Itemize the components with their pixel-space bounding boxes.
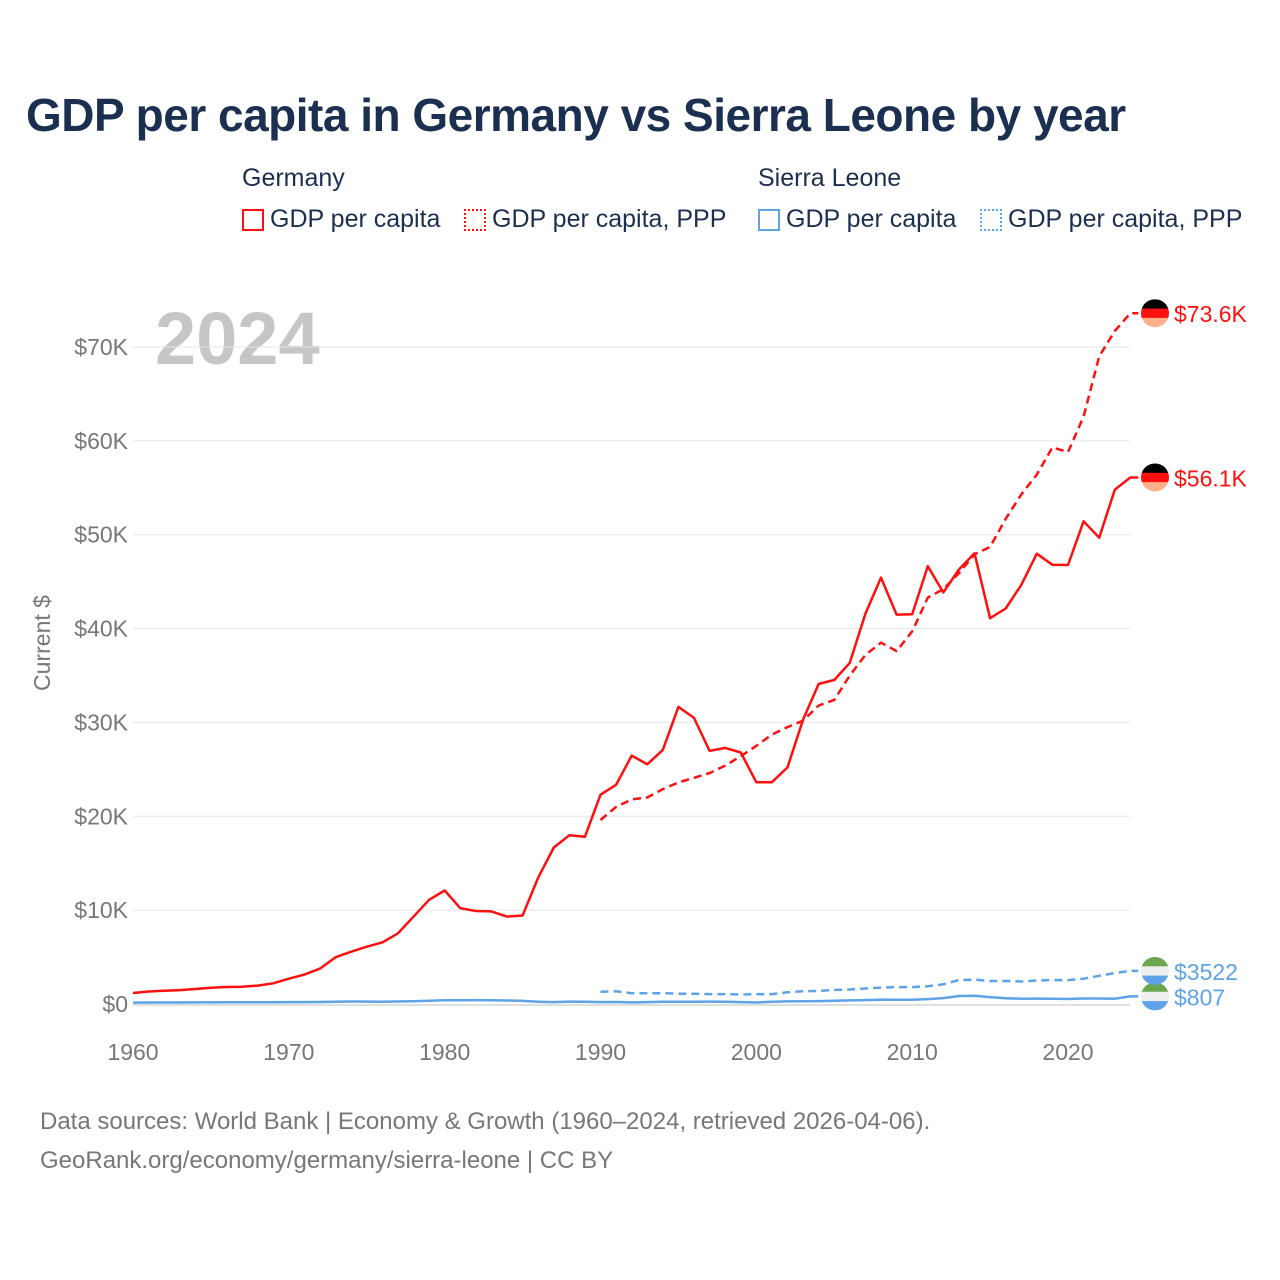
end-value-label: $3522 <box>1174 959 1238 985</box>
x-tick-label: 1980 <box>419 1039 470 1065</box>
end-value-label: $56.1K <box>1174 465 1248 491</box>
legend-group-sierra-leone: Sierra Leone <box>758 164 902 192</box>
legend-sierra-leone-gdp-ppp[interactable]: GDP per capita, PPP <box>980 205 1242 234</box>
legend-label: GDP per capita <box>270 205 441 233</box>
y-tick-label: $50K <box>74 522 128 548</box>
series-line-0 <box>132 476 1139 995</box>
footer-url[interactable]: GeoRank.org/economy/germany/sierra-leone… <box>40 1147 614 1174</box>
x-tick-label: 1960 <box>107 1039 158 1065</box>
series-line-3 <box>600 969 1139 996</box>
germany-flag-icon <box>1141 299 1169 328</box>
series-line-2 <box>132 994 1139 1004</box>
legend-group-germany: Germany <box>242 164 345 192</box>
legend-label: GDP per capita, PPP <box>1008 205 1243 233</box>
series-line-1 <box>599 311 1139 821</box>
y-tick-label: $60K <box>74 428 128 454</box>
legend-swatch-solid-blue <box>758 208 780 231</box>
y-axis-label: Current $ <box>29 595 55 691</box>
x-tick-label: 2010 <box>887 1039 938 1065</box>
sierra-leone-flag-icon <box>1141 956 1169 985</box>
y-tick-label: $20K <box>74 803 128 829</box>
y-tick-label: $40K <box>74 616 128 642</box>
y-tick-label: $30K <box>74 709 128 735</box>
legend-swatch-dotted-red <box>464 208 486 231</box>
x-tick-label: 1970 <box>263 1039 314 1065</box>
legend-swatch-solid-red <box>242 208 264 231</box>
legend-label: GDP per capita <box>786 205 957 233</box>
end-value-label: $73.6K <box>1174 301 1248 327</box>
year-watermark: 2024 <box>155 297 320 380</box>
end-value-label: $807 <box>1174 984 1225 1010</box>
x-tick-label: 2020 <box>1042 1039 1093 1065</box>
y-tick-label: $0 <box>102 991 128 1017</box>
x-tick-label: 1990 <box>575 1039 626 1065</box>
germany-flag-icon <box>1141 463 1169 492</box>
legend-germany-gdp-ppp[interactable]: GDP per capita, PPP <box>464 205 726 234</box>
x-tick-label: 2000 <box>731 1039 782 1065</box>
chart-title: GDP per capita in Germany vs Sierra Leon… <box>26 89 1126 141</box>
legend-label: GDP per capita, PPP <box>492 205 727 233</box>
sierra-leone-flag-icon <box>1141 982 1169 1011</box>
footer-sources: Data sources: World Bank | Economy & Gro… <box>40 1108 931 1135</box>
legend-swatch-dotted-blue <box>980 208 1002 231</box>
y-tick-label: $10K <box>74 897 128 923</box>
legend-sierra-leone-gdp[interactable]: GDP per capita <box>758 205 956 234</box>
legend-germany-gdp[interactable]: GDP per capita <box>242 205 440 234</box>
y-tick-label: $70K <box>74 334 128 360</box>
